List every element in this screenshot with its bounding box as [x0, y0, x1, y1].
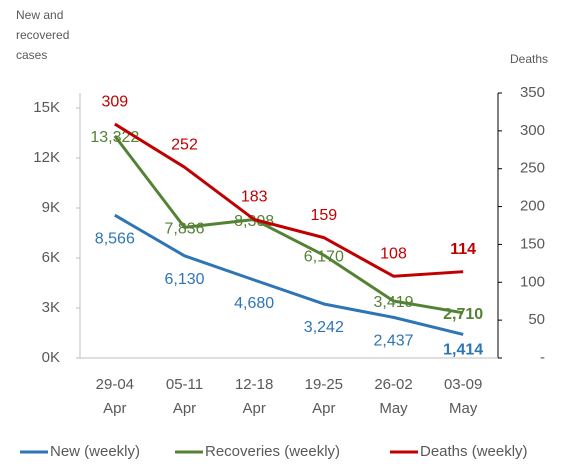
legend-label: Deaths (weekly) [420, 443, 528, 460]
value-label: 108 [380, 245, 407, 262]
y2-tick-label: 250 [520, 160, 545, 177]
value-label: 2,437 [373, 333, 413, 350]
value-label: 309 [101, 93, 128, 110]
value-label: 4,680 [234, 295, 274, 312]
x-tick-label: 29-04 [96, 376, 134, 393]
x-tick-label: 12-18 [235, 376, 273, 393]
value-label: 6,170 [304, 248, 344, 265]
y2-tick-label: - [540, 349, 545, 366]
y2-tick-label: 200 [520, 198, 545, 215]
value-label: 114 [450, 241, 476, 258]
value-label: 2,710 [443, 306, 483, 323]
x-tick-label: May [449, 400, 478, 417]
series-line [113, 135, 464, 315]
y2-tick-label: 350 [520, 84, 545, 101]
x-tick-label: 26-02 [374, 376, 412, 393]
y2-tick-label: 50 [528, 311, 545, 328]
y-tick-label: 0K [42, 349, 60, 366]
y-tick-label: 12K [33, 149, 60, 166]
value-label: 159 [310, 207, 337, 224]
x-tick-label: 19-25 [305, 376, 343, 393]
y-axis-title: recovered [16, 28, 69, 42]
y2-tick-label: 100 [520, 273, 545, 290]
value-label: 6,130 [164, 271, 204, 288]
value-label: 1,414 [443, 342, 483, 359]
y2-tick-label: 150 [520, 235, 545, 252]
value-label: 3,242 [304, 319, 344, 336]
value-label: 3,419 [373, 294, 413, 311]
legend-label: Recoveries (weekly) [205, 443, 340, 460]
value-label: 7,836 [164, 221, 204, 238]
value-label: 8,566 [95, 230, 135, 247]
series-line [114, 122, 464, 278]
y-tick-label: 9K [42, 199, 60, 216]
x-tick-label: 03-09 [444, 376, 482, 393]
series-line [114, 213, 464, 336]
y-tick-label: 6K [42, 249, 60, 266]
y2-tick-label: 300 [520, 122, 545, 139]
value-label: 252 [171, 136, 198, 153]
x-tick-label: Apr [173, 400, 196, 417]
y-axis-title: cases [16, 48, 47, 62]
legend-label: New (weekly) [50, 443, 140, 460]
value-label: 183 [241, 189, 268, 206]
y-tick-label: 3K [42, 299, 60, 316]
x-tick-label: Apr [103, 400, 126, 417]
y2-axis-title: Deaths [510, 52, 548, 66]
value-label: 13,322 [90, 129, 139, 146]
x-tick-label: Apr [312, 400, 335, 417]
x-tick-label: May [379, 400, 408, 417]
x-tick-label: 05-11 [166, 376, 203, 393]
y-axis-title: New and [16, 8, 63, 22]
value-label: 8,308 [234, 213, 274, 230]
x-tick-label: Apr [242, 400, 265, 417]
y-tick-label: 15K [33, 99, 60, 116]
